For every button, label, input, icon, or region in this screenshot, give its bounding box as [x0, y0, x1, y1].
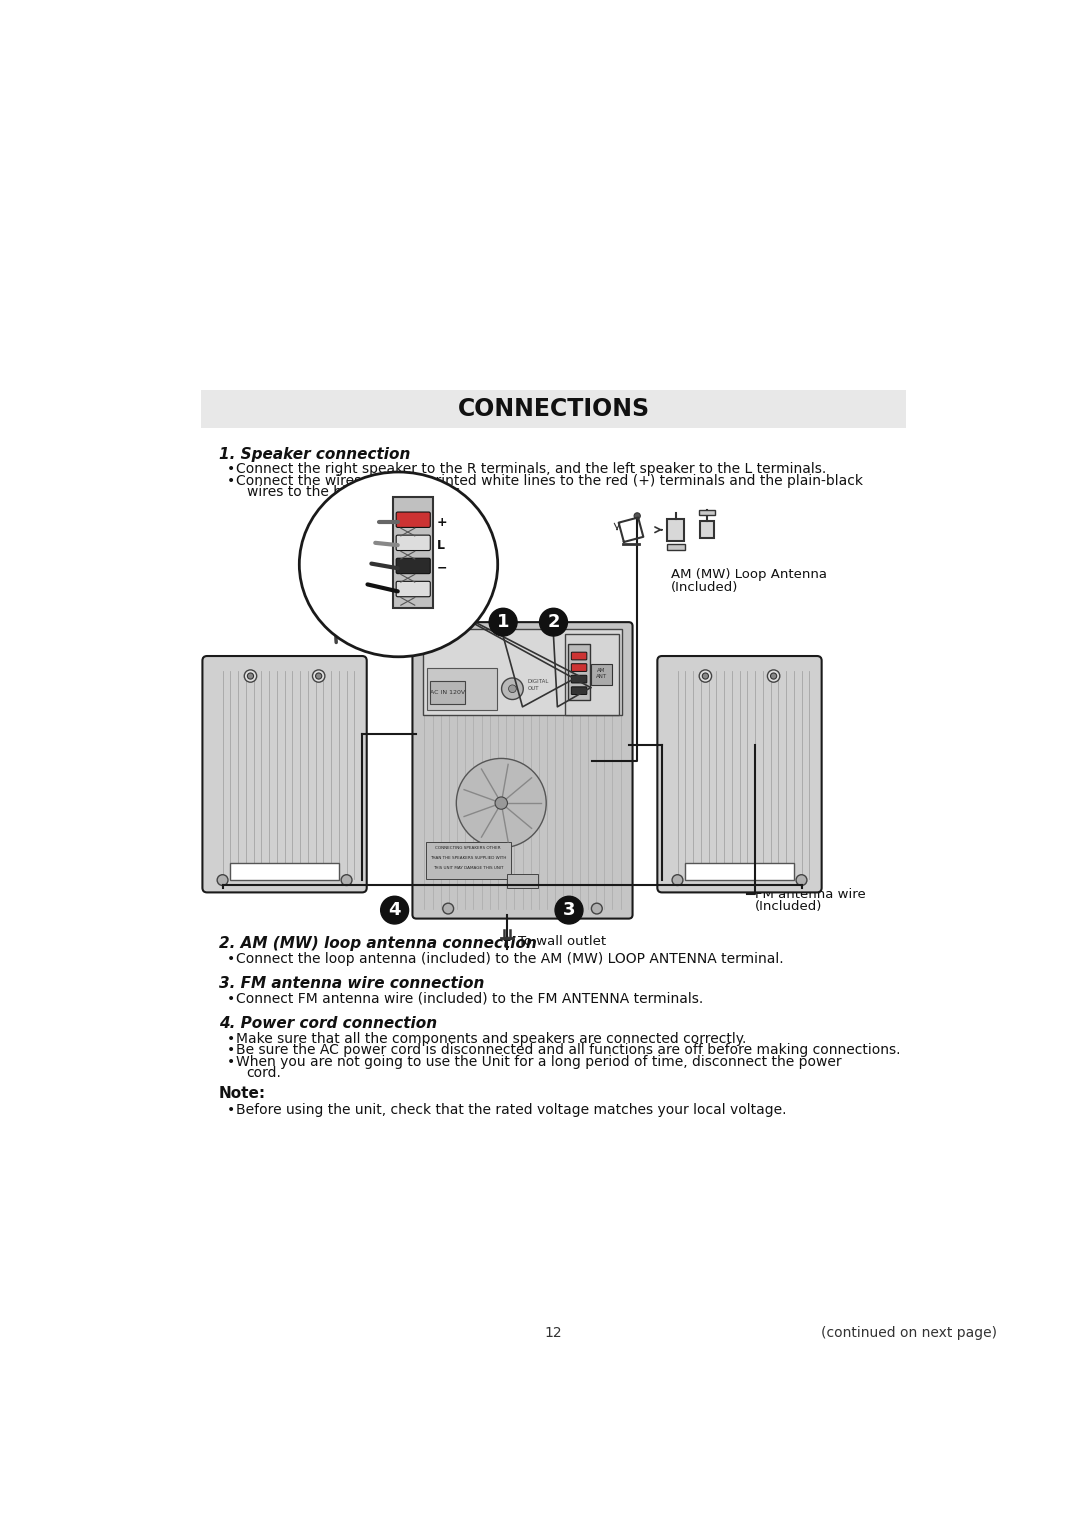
FancyBboxPatch shape [565, 634, 619, 715]
Text: 4. Power cord connection: 4. Power cord connection [218, 1017, 436, 1031]
FancyBboxPatch shape [428, 667, 497, 710]
Text: •: • [227, 1055, 234, 1069]
FancyBboxPatch shape [396, 582, 430, 597]
Circle shape [672, 875, 683, 886]
Circle shape [315, 673, 322, 680]
Circle shape [495, 797, 508, 809]
FancyBboxPatch shape [507, 873, 538, 887]
Circle shape [770, 673, 777, 680]
Text: THIS UNIT MAY DAMAGE THIS UNIT: THIS UNIT MAY DAMAGE THIS UNIT [433, 866, 503, 870]
Text: 1: 1 [497, 614, 510, 631]
Text: •: • [227, 1102, 234, 1116]
FancyBboxPatch shape [413, 621, 633, 919]
FancyBboxPatch shape [699, 510, 715, 515]
Bar [201, 389, 906, 428]
Text: (Included): (Included) [672, 580, 739, 594]
Text: 4: 4 [389, 901, 401, 919]
Text: AC IN 120V: AC IN 120V [430, 690, 464, 695]
FancyBboxPatch shape [666, 544, 685, 550]
Circle shape [217, 875, 228, 886]
Text: 2. AM (MW) loop antenna connection: 2. AM (MW) loop antenna connection [218, 936, 537, 951]
Text: •: • [227, 1032, 234, 1046]
FancyBboxPatch shape [667, 519, 685, 541]
FancyBboxPatch shape [202, 657, 367, 892]
Text: •: • [227, 991, 234, 1006]
Text: 1. Speaker connection: 1. Speaker connection [218, 446, 410, 461]
Text: (continued on next page): (continued on next page) [821, 1325, 997, 1339]
Text: Connect the right speaker to the R terminals, and the left speaker to the L term: Connect the right speaker to the R termi… [235, 463, 826, 476]
Circle shape [312, 670, 325, 683]
Circle shape [341, 875, 352, 886]
Text: +: + [436, 516, 447, 528]
Text: CONNECTING SPEAKERS OTHER: CONNECTING SPEAKERS OTHER [435, 846, 501, 849]
Text: L: L [436, 539, 445, 551]
Circle shape [501, 678, 524, 699]
Text: Before using the unit, check that the rated voltage matches your local voltage.: Before using the unit, check that the ra… [235, 1102, 786, 1116]
Text: THAN THE SPEAKERS SUPPLIED WITH: THAN THE SPEAKERS SUPPLIED WITH [430, 855, 507, 860]
Text: −: − [436, 562, 447, 574]
FancyBboxPatch shape [571, 664, 586, 672]
Circle shape [702, 673, 708, 680]
Text: DIGITAL: DIGITAL [528, 678, 550, 684]
Circle shape [768, 670, 780, 683]
Text: CONNECTIONS: CONNECTIONS [458, 397, 649, 421]
Text: AM (MW) Loop Antenna: AM (MW) Loop Antenna [672, 568, 827, 582]
Text: To wall outlet: To wall outlet [517, 935, 606, 948]
FancyBboxPatch shape [700, 521, 714, 538]
FancyBboxPatch shape [396, 559, 430, 574]
Text: cord.: cord. [246, 1066, 282, 1080]
FancyBboxPatch shape [592, 664, 612, 684]
Text: Connect the loop antenna (included) to the AM (MW) LOOP ANTENNA terminal.: Connect the loop antenna (included) to t… [235, 951, 783, 965]
Text: 3: 3 [563, 901, 576, 919]
Text: OUT: OUT [528, 686, 539, 692]
Circle shape [796, 875, 807, 886]
FancyBboxPatch shape [426, 841, 511, 878]
Text: •: • [227, 1043, 234, 1057]
Text: Connect the wires with the printed white lines to the red (+) terminals and the : Connect the wires with the printed white… [235, 473, 863, 487]
Text: 12: 12 [544, 1325, 563, 1339]
Text: •: • [227, 951, 234, 965]
Text: (Included): (Included) [755, 899, 822, 913]
Text: FM antenna wire: FM antenna wire [755, 887, 866, 901]
Circle shape [489, 608, 517, 637]
Circle shape [540, 608, 567, 637]
Circle shape [634, 513, 640, 519]
Ellipse shape [299, 472, 498, 657]
FancyBboxPatch shape [571, 652, 586, 660]
Circle shape [592, 902, 603, 915]
Circle shape [509, 686, 516, 693]
FancyBboxPatch shape [571, 675, 586, 683]
FancyBboxPatch shape [685, 863, 794, 880]
Circle shape [699, 670, 712, 683]
Text: 2: 2 [548, 614, 559, 631]
Circle shape [555, 896, 583, 924]
Circle shape [247, 673, 254, 680]
FancyBboxPatch shape [571, 687, 586, 695]
Circle shape [244, 670, 257, 683]
Circle shape [457, 759, 546, 847]
FancyBboxPatch shape [430, 681, 465, 704]
Circle shape [443, 902, 454, 915]
FancyBboxPatch shape [393, 498, 433, 608]
FancyBboxPatch shape [396, 534, 430, 551]
FancyBboxPatch shape [658, 657, 822, 892]
Text: wires to the black (-) terminals.: wires to the black (-) terminals. [246, 484, 464, 498]
Text: •: • [227, 473, 234, 487]
FancyBboxPatch shape [396, 512, 430, 527]
Text: Be sure the AC power cord is disconnected and all functions are off before makin: Be sure the AC power cord is disconnecte… [235, 1043, 901, 1057]
Text: Make sure that all the components and speakers are connected correctly.: Make sure that all the components and sp… [235, 1032, 746, 1046]
Text: AM
ANT: AM ANT [596, 669, 607, 680]
Text: •: • [227, 463, 234, 476]
Text: 3. FM antenna wire connection: 3. FM antenna wire connection [218, 976, 484, 991]
Text: Connect FM antenna wire (included) to the FM ANTENNA terminals.: Connect FM antenna wire (included) to th… [235, 991, 703, 1006]
Text: Note:: Note: [218, 1086, 266, 1101]
Text: When you are not going to use the Unit for a long period of time, disconnect the: When you are not going to use the Unit f… [235, 1055, 841, 1069]
FancyBboxPatch shape [568, 644, 590, 699]
Circle shape [380, 896, 408, 924]
FancyBboxPatch shape [422, 629, 622, 715]
FancyBboxPatch shape [230, 863, 339, 880]
